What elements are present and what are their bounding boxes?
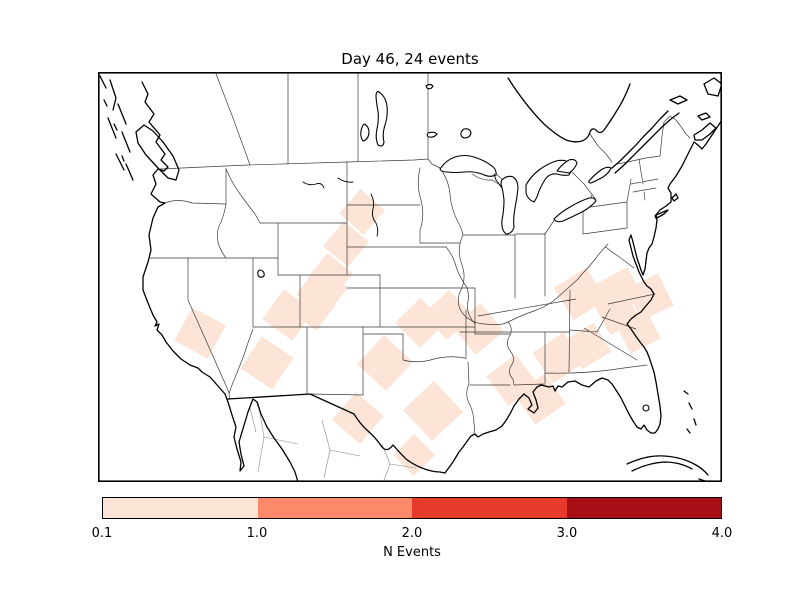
mexico-borders-path [249,401,417,481]
event-cell [240,336,294,390]
event-cell [564,322,612,370]
colorbar-segment-1 [257,498,412,518]
event-cell [403,381,463,441]
colorbar-tick-label: 1.0 [246,526,268,541]
event-cell [323,221,369,267]
map-frame [98,72,722,482]
event-cell [393,434,435,476]
colorbar-axis-label: N Events [383,545,441,560]
event-cells-layer [174,189,674,476]
event-cell [307,253,353,299]
colorbar-segment-2 [412,498,567,518]
coastline-path [99,75,722,482]
colorbar-tick-label: 4.0 [711,526,733,541]
colorbar-segment-0 [103,498,258,518]
colorbar-segment-3 [566,498,721,518]
event-cell [290,285,336,331]
event-cell [174,307,226,359]
colorbar-tick-label: 0.1 [91,526,113,541]
colorbar [102,497,722,519]
colorbar-tick-label: 2.0 [401,526,423,541]
event-cell [615,308,661,354]
event-cell [626,273,674,321]
state-borders-path [149,158,659,434]
map-plot [98,72,722,482]
rivers-path [302,177,379,237]
canada-borders-path [159,72,691,202]
figure-title: Day 46, 24 events [341,50,479,68]
event-cell [332,392,384,444]
event-cell [357,335,413,391]
great-lakes [257,83,650,412]
colorbar-tick-label: 3.0 [556,526,578,541]
event-cell [553,267,607,321]
